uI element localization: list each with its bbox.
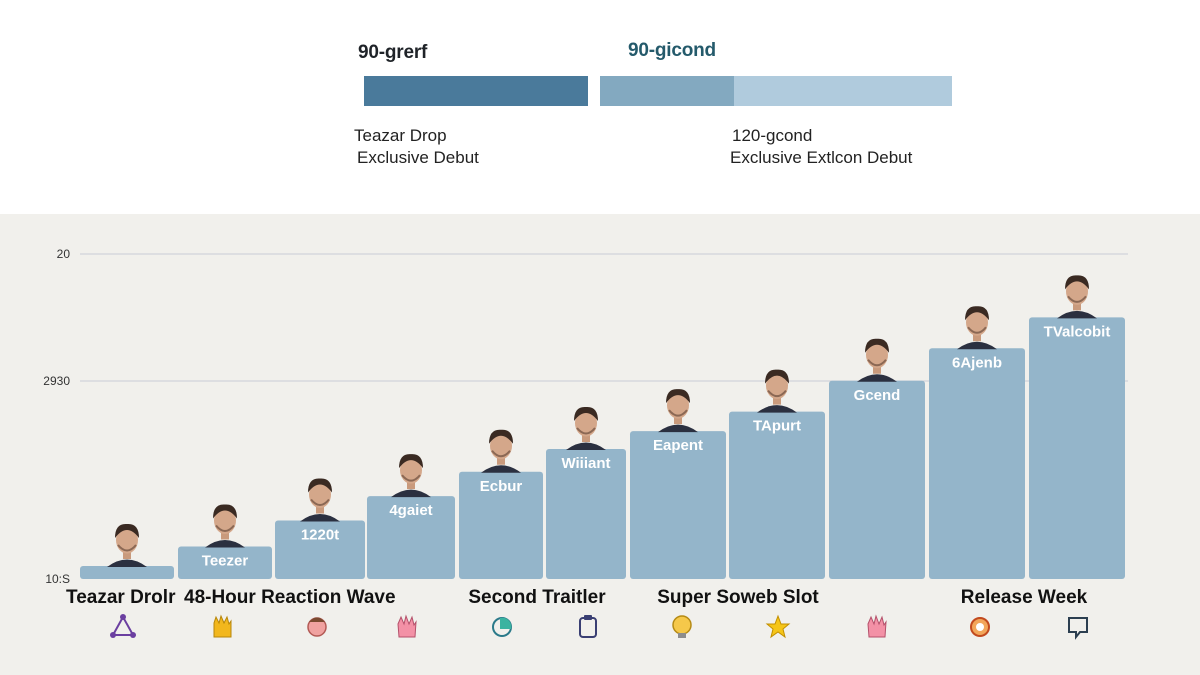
y-tick-labels: 20 2930 10:S	[43, 247, 70, 586]
bar	[80, 566, 174, 579]
segment-1-title: 90-grerf	[358, 42, 428, 63]
segment-2-label: 120-gcond	[732, 126, 813, 145]
clipboard-icon	[579, 615, 597, 638]
y-tick-label: 20	[57, 247, 71, 261]
legend-panel: 90-grerf 90-gicond Teazar Drop Exclusive…	[0, 0, 1200, 214]
category-label: Release Week	[961, 587, 1088, 608]
globe-icon	[492, 617, 512, 637]
bar-value-label: 1220t	[301, 527, 339, 544]
category-label: 48-Hour Reaction Wave	[184, 587, 396, 608]
category-labels: Teazar Drolr 48-Hour Reaction Wave Second …	[66, 587, 1088, 608]
bar-value-label: TApurt	[753, 418, 801, 435]
badge-icon	[970, 617, 990, 637]
bar	[630, 431, 726, 579]
bar-value-label: 6Ajenb	[952, 354, 1002, 371]
segment-2-sublabel: Exclusive Extlcon Debut	[730, 148, 913, 167]
segment-1-label: Teazar Drop	[354, 126, 447, 145]
bar-value-label: 4gaiet	[389, 502, 432, 519]
category-label: Super Soweb Slot	[657, 587, 819, 608]
star-icon	[765, 614, 791, 639]
segment-1-sublabel: Exclusive Debut	[357, 148, 479, 167]
bar-value-label: Wiiiant	[561, 455, 610, 472]
avatar	[391, 454, 431, 498]
category-icons	[110, 614, 1088, 640]
avatar	[757, 369, 797, 413]
chat-icon	[1068, 617, 1088, 640]
bar	[367, 496, 455, 579]
avatar	[658, 389, 698, 433]
avatar	[857, 338, 897, 382]
bars	[80, 317, 1125, 579]
y-tick-label: 10:S	[45, 572, 70, 586]
avatar	[300, 478, 340, 522]
avatar	[566, 406, 606, 450]
y-tick-label: 2930	[43, 374, 70, 388]
face-icon	[307, 617, 327, 637]
avatars	[107, 275, 1097, 567]
bar-value-label: Eapent	[653, 437, 703, 454]
avatar	[1057, 275, 1097, 319]
avatar	[107, 523, 147, 567]
category-label: Teazar Drolr	[66, 587, 176, 608]
bar-value-label: Ecbur	[480, 478, 523, 495]
hand-icon	[213, 614, 232, 638]
bar	[729, 411, 825, 579]
bar-value-label: TValcobit	[1044, 323, 1111, 340]
segment-1-bar	[364, 76, 588, 106]
bar	[829, 380, 925, 579]
bar	[546, 449, 626, 579]
raised-hand-icon	[867, 614, 887, 638]
bar-value-label: Gcend	[854, 387, 901, 404]
segment-2-bar	[600, 76, 734, 106]
atom-icon	[110, 614, 136, 638]
segment-2-title: 90-gicond	[628, 40, 716, 61]
lightbulb-icon	[672, 615, 692, 638]
raised-hand-icon	[397, 614, 417, 638]
avatar	[205, 504, 245, 548]
bar-labels: Teezer 1220t 4gaiet Ecbur Wiiiant Eapent TApur…	[202, 323, 1111, 569]
bar-value-label: Teezer	[202, 553, 249, 570]
avatar	[957, 306, 997, 350]
segment-3-bar	[734, 76, 952, 106]
bar	[275, 520, 365, 579]
category-label: Second Traitler	[468, 587, 606, 608]
avatar	[481, 429, 521, 473]
bar	[929, 348, 1025, 579]
bar	[178, 546, 272, 579]
bar	[459, 471, 543, 579]
bar	[1029, 317, 1125, 579]
